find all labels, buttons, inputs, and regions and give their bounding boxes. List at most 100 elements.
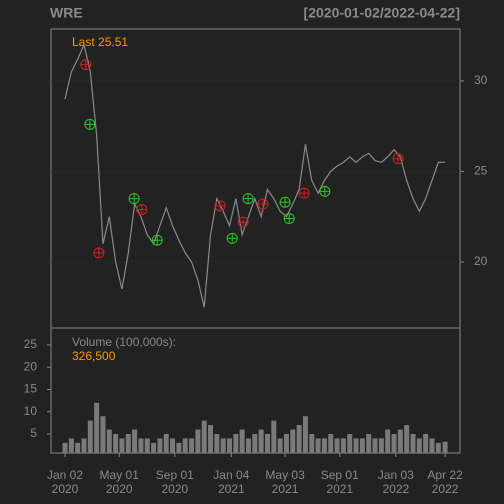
volume-bar: [94, 402, 100, 453]
signal-cross: [84, 119, 95, 130]
signal-cross: [129, 193, 140, 204]
signal-cross: [319, 186, 330, 197]
volume-bar: [353, 438, 359, 453]
volume-bar: [321, 438, 327, 453]
signal-cross: [136, 204, 147, 215]
x-tick-label: Sep 01 2021: [321, 468, 359, 496]
volume-bar: [404, 425, 410, 453]
volume-bar: [132, 429, 138, 453]
volume-bar: [378, 438, 384, 453]
volume-bar: [119, 438, 125, 453]
signal-cross: [393, 153, 404, 164]
signal-cross: [280, 197, 291, 208]
volume-bar: [163, 433, 169, 453]
volume-bar: [340, 438, 346, 453]
volume-bar: [296, 425, 302, 453]
volume-bar: [429, 438, 435, 453]
volume-bar: [176, 442, 182, 453]
volume-bar: [328, 433, 334, 453]
volume-bar: [264, 433, 270, 453]
date-range: [2020-01-02/2022-04-22]: [304, 5, 460, 21]
y-tick-label: 20: [474, 254, 488, 268]
signal-cross: [243, 193, 254, 204]
y2-tick-label: 5: [30, 426, 37, 440]
volume-bar: [195, 429, 201, 453]
signal-cross: [284, 213, 295, 224]
x-tick-label: Jan 02 2020: [47, 468, 83, 496]
chart-title: WRE: [50, 5, 83, 21]
x-tick-label: Jan 04 2021: [213, 468, 249, 496]
signal-cross: [238, 217, 249, 228]
volume-bar: [62, 442, 68, 453]
signal-cross: [215, 200, 226, 211]
x-tick-label: Apr 22 2022: [427, 468, 463, 496]
volume-bar: [138, 438, 144, 453]
volume-bar: [423, 433, 429, 453]
volume-bar: [252, 433, 258, 453]
last-price: Last 25.51: [72, 35, 128, 49]
volume-bar: [100, 416, 106, 453]
signal-cross: [227, 233, 238, 244]
y2-tick-label: 20: [24, 359, 38, 373]
signal-cross: [299, 188, 310, 199]
volume-bar: [391, 433, 397, 453]
volume-bar: [385, 429, 391, 453]
x-tick-label: May 01 2020: [100, 468, 140, 496]
volume-bar: [113, 433, 119, 453]
signal-cross: [80, 59, 91, 70]
y2-tick-label: 10: [24, 404, 38, 418]
volume-bar: [87, 420, 93, 453]
volume-bar: [214, 433, 220, 453]
signal-cross: [257, 199, 268, 210]
volume-bar: [106, 429, 112, 453]
volume-bar: [435, 442, 441, 453]
volume-bar: [208, 425, 214, 453]
volume-bar: [68, 438, 74, 453]
y2-tick-label: 15: [24, 382, 38, 396]
volume-last: 326,500: [72, 349, 116, 363]
volume-bar: [151, 442, 157, 453]
volume-bar: [220, 438, 226, 453]
volume-bar: [359, 438, 365, 453]
x-tick-label: Sep 01 2020: [156, 468, 194, 496]
volume-bar: [416, 438, 422, 453]
signal-cross: [93, 247, 104, 258]
volume-bar: [189, 438, 195, 453]
volume-bar: [410, 433, 416, 453]
volume-bar: [233, 433, 239, 453]
volume-bar: [227, 438, 233, 453]
volume-bar: [81, 438, 87, 453]
volume-bar: [309, 433, 315, 453]
y-tick-label: 30: [474, 73, 488, 87]
volume-bar: [239, 429, 245, 453]
volume-bar: [201, 420, 207, 453]
volume-bar: [245, 438, 251, 453]
price-panel: [50, 28, 461, 329]
volume-bar: [170, 438, 176, 453]
x-tick-label: May 03 2021: [265, 468, 305, 496]
volume-bar: [125, 433, 131, 453]
volume-bar: [347, 433, 353, 453]
volume-bar: [144, 438, 150, 453]
volume-bar: [442, 441, 448, 453]
volume-bar: [75, 442, 81, 453]
volume-bar: [258, 429, 264, 453]
volume-bar: [397, 429, 403, 453]
volume-bar: [366, 433, 372, 453]
volume-bar: [315, 438, 321, 453]
price-line: [64, 42, 446, 308]
volume-label: Volume (100,000s):: [72, 335, 176, 349]
y2-tick-label: 25: [24, 337, 38, 351]
volume-bar: [283, 433, 289, 453]
volume-bar: [290, 429, 296, 453]
volume-bar: [182, 438, 188, 453]
y-tick-label: 25: [474, 164, 488, 178]
volume-bar: [334, 438, 340, 453]
signal-cross: [152, 235, 163, 246]
volume-bar: [302, 416, 308, 453]
volume-bar: [271, 420, 277, 453]
volume-bar: [372, 438, 378, 453]
volume-bar: [277, 438, 283, 453]
x-tick-label: Jan 03 2022: [378, 468, 414, 496]
